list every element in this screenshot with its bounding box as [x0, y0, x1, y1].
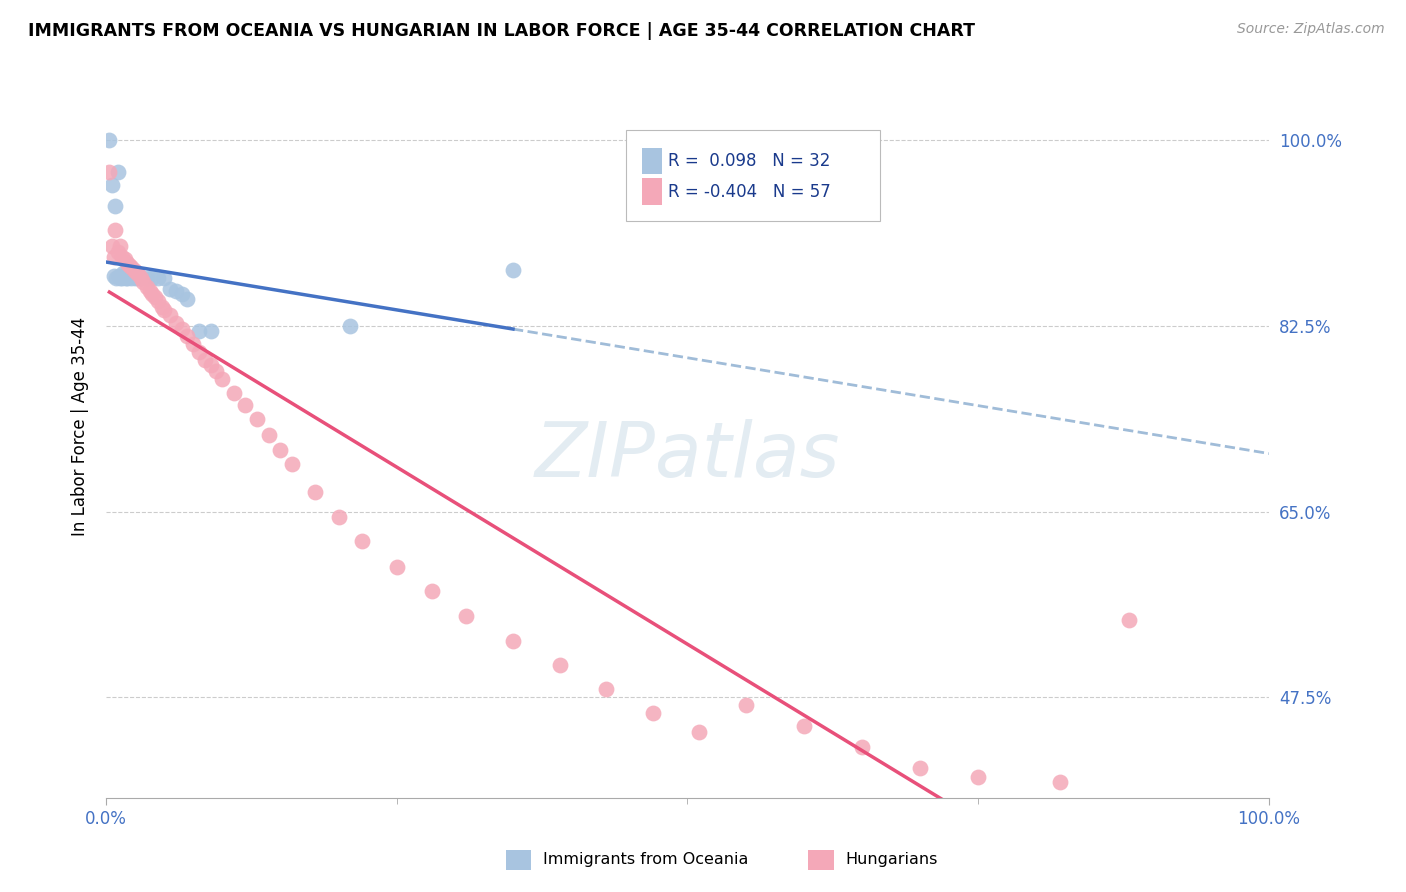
Point [118, 258, 141, 272]
Text: Source: ZipAtlas.com: Source: ZipAtlas.com [1237, 22, 1385, 37]
Point [908, 761, 931, 775]
Point [176, 329, 198, 343]
Point [181, 336, 204, 351]
Point [350, 534, 373, 549]
Point [153, 271, 176, 285]
Point [205, 364, 228, 378]
Point [165, 316, 187, 330]
Point [200, 358, 222, 372]
Point [304, 485, 326, 500]
Point [141, 271, 163, 285]
Point [121, 271, 143, 285]
Point [141, 287, 163, 301]
Point [127, 271, 149, 285]
Point [967, 770, 990, 784]
Text: Immigrants from Oceania: Immigrants from Oceania [543, 853, 748, 867]
Point [111, 250, 134, 264]
Text: ZIPatlas: ZIPatlas [534, 419, 841, 493]
Point [117, 266, 139, 280]
Point [118, 260, 141, 275]
Text: R =  0.098   N = 32: R = 0.098 N = 32 [668, 153, 831, 170]
Point [159, 282, 181, 296]
Point [104, 223, 127, 237]
Point [328, 509, 350, 524]
Point [111, 271, 134, 285]
Text: R = -0.404   N = 57: R = -0.404 N = 57 [668, 183, 831, 201]
Point [385, 559, 408, 574]
Point [132, 275, 155, 289]
Point [235, 398, 257, 412]
Point [188, 345, 211, 359]
Point [103, 250, 125, 264]
Point [98, 165, 121, 179]
Point [502, 634, 524, 648]
Point [100, 239, 122, 253]
Text: Hungarians: Hungarians [845, 853, 938, 867]
Point [104, 199, 127, 213]
Point [107, 268, 129, 283]
Point [257, 428, 280, 442]
Point [641, 706, 664, 721]
Point [127, 267, 149, 281]
Point [98, 133, 121, 147]
Point [165, 284, 187, 298]
Point [269, 442, 291, 457]
Point [135, 279, 157, 293]
Point [153, 302, 176, 317]
Point [150, 300, 173, 314]
Point [124, 271, 146, 285]
Point [176, 293, 198, 307]
Point [139, 284, 162, 298]
Point [107, 165, 129, 179]
Point [211, 372, 233, 386]
Point [200, 324, 222, 338]
Point [129, 271, 152, 285]
Point [502, 262, 524, 277]
Point [114, 268, 136, 282]
Y-axis label: In Labor Force | Age 35-44: In Labor Force | Age 35-44 [72, 317, 89, 536]
Point [222, 385, 245, 400]
Point [107, 244, 129, 259]
Point [115, 256, 138, 270]
Point [122, 262, 145, 277]
Point [170, 322, 193, 336]
Point [734, 698, 756, 712]
Point [548, 658, 571, 673]
Point [246, 412, 269, 426]
Point [148, 271, 170, 285]
Point [281, 457, 304, 471]
Point [112, 266, 135, 280]
Point [108, 271, 131, 285]
Point [108, 239, 131, 253]
Point [114, 252, 136, 266]
Point [1118, 613, 1140, 627]
Point [121, 260, 143, 275]
Point [110, 268, 132, 283]
Point [135, 271, 157, 285]
Point [170, 287, 193, 301]
Point [143, 290, 166, 304]
Text: IMMIGRANTS FROM OCEANIA VS HUNGARIAN IN LABOR FORCE | AGE 35-44 CORRELATION CHAR: IMMIGRANTS FROM OCEANIA VS HUNGARIAN IN … [28, 22, 976, 40]
Point [129, 271, 152, 285]
Point [688, 725, 710, 739]
Point [595, 681, 617, 696]
Point [105, 271, 128, 285]
Point [115, 271, 138, 285]
Point [125, 265, 148, 279]
Point [420, 584, 443, 599]
Point [188, 324, 211, 338]
Point [100, 178, 122, 192]
Point [148, 294, 170, 309]
Point [851, 740, 873, 755]
Point [103, 268, 125, 283]
Point [339, 318, 361, 333]
Point [159, 308, 181, 322]
Point [1049, 775, 1071, 789]
Point [114, 271, 136, 285]
Point [456, 608, 478, 623]
Point [194, 352, 217, 367]
Point [793, 719, 815, 733]
